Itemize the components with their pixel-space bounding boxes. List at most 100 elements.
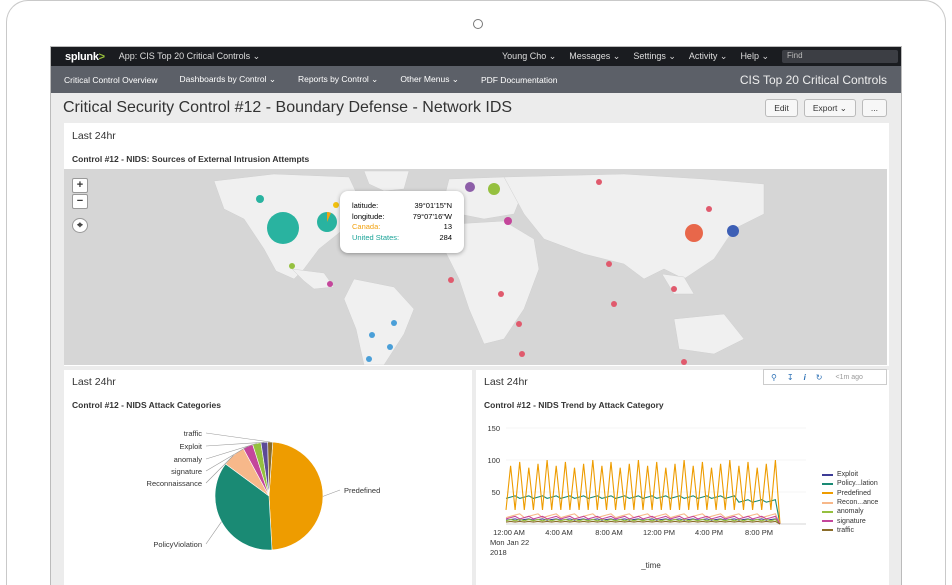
map-marker[interactable] xyxy=(611,301,617,307)
more-button[interactable]: ... xyxy=(861,99,887,117)
tooltip-latitude-value: 39°01'15"N xyxy=(414,201,452,210)
map-marker[interactable] xyxy=(685,224,703,242)
legend-item[interactable]: anomaly xyxy=(822,507,878,516)
map-marker[interactable] xyxy=(465,182,475,192)
map-marker[interactable] xyxy=(327,281,333,287)
map-marker[interactable] xyxy=(256,195,264,203)
map-marker[interactable] xyxy=(366,356,372,362)
map-marker-canada-slice xyxy=(327,212,331,222)
map-marker[interactable] xyxy=(498,291,504,297)
app-nav: Critical Control Overview Dashboards by … xyxy=(51,66,901,93)
last-refresh-time: <1m ago xyxy=(835,373,863,381)
map-marker[interactable] xyxy=(387,344,393,350)
pie-slice-traffic[interactable] xyxy=(267,441,274,497)
pie-leader-line xyxy=(205,443,257,460)
nav-critical-control-overview[interactable]: Critical Control Overview xyxy=(64,74,158,85)
map-marker[interactable] xyxy=(369,332,375,338)
export-button[interactable]: Export ⌄ xyxy=(803,99,856,117)
series-line-predefined[interactable] xyxy=(505,459,781,525)
series-line-signature[interactable] xyxy=(505,515,781,525)
legend-label: traffic xyxy=(837,526,854,534)
legend-swatch xyxy=(822,492,833,495)
world-map[interactable]: + − ⌖ latitude: 39°01'15"N longitude: 79°0… xyxy=(64,169,887,365)
info-icon[interactable]: i xyxy=(803,372,806,382)
pie-leader-line xyxy=(205,446,249,472)
legend-label: Recon...ance xyxy=(837,499,879,507)
map-marker[interactable] xyxy=(681,359,687,365)
zoom-in-button[interactable]: + xyxy=(72,178,88,193)
land-masses xyxy=(213,170,765,365)
search-icon[interactable]: ⚲ xyxy=(771,372,777,382)
tooltip-canada-label: Canada: xyxy=(352,222,381,231)
trend-chart: 50 100 150 12:00 AM 4:00 AM 8:00 AM 12:00 PM 4:… xyxy=(487,424,806,570)
edit-button[interactable]: Edit xyxy=(765,99,798,117)
x-axis-title: _time xyxy=(640,561,661,570)
pie-chart: Predefined PolicyViolation Reconnaissance s… xyxy=(147,429,380,551)
series-line-policy-lation[interactable] xyxy=(505,495,781,525)
pie-label-anomaly: anomaly xyxy=(174,455,203,464)
x-tick-label: 12:00 PM xyxy=(643,528,675,537)
map-marker-us-west[interactable] xyxy=(267,212,299,244)
map-marker[interactable] xyxy=(333,202,339,208)
nav-pdf-documentation[interactable]: PDF Documentation xyxy=(480,74,558,85)
app-menu[interactable]: App: CIS Top 20 Critical Controls ⌄ xyxy=(118,51,261,61)
map-marker[interactable] xyxy=(606,261,612,267)
legend-item[interactable]: Recon...ance xyxy=(822,498,878,507)
tooltip-canada-value: 13 xyxy=(443,222,452,231)
map-marker[interactable] xyxy=(448,277,454,283)
map-marker[interactable] xyxy=(519,351,525,357)
legend-item[interactable]: traffic xyxy=(822,526,878,535)
messages-menu[interactable]: Messages ⌄ xyxy=(569,51,621,61)
pie-label-signature: signature xyxy=(171,467,202,476)
user-menu[interactable]: Young Cho ⌄ xyxy=(502,51,557,61)
legend-item[interactable]: Exploit xyxy=(822,470,878,479)
map-tooltip: latitude: 39°01'15"N longitude: 79°07'16"W… xyxy=(340,191,464,253)
x-tick-label: 4:00 AM xyxy=(545,528,573,537)
locate-icon[interactable]: ⌖ xyxy=(72,218,88,233)
x-tick-label: 12:00 AM xyxy=(493,528,525,537)
map-marker[interactable] xyxy=(516,321,522,327)
series-line-anomaly[interactable] xyxy=(505,518,781,525)
legend-label: Policy...lation xyxy=(837,480,878,488)
legend-item[interactable]: Predefined xyxy=(822,489,878,498)
y-tick-label: 100 xyxy=(487,456,500,465)
splunk-logo[interactable]: splunk> xyxy=(65,50,105,63)
legend-item[interactable]: Policy...lation xyxy=(822,479,878,488)
pie-slice-policyviolation[interactable] xyxy=(214,463,273,551)
map-canvas xyxy=(213,170,765,365)
refresh-icon[interactable]: ↻ xyxy=(815,372,823,382)
find-input[interactable]: Find xyxy=(782,50,898,63)
map-marker[interactable] xyxy=(504,217,512,225)
zoom-out-button[interactable]: − xyxy=(72,194,88,209)
series-line-exploit[interactable] xyxy=(505,518,781,525)
series-line-traffic[interactable] xyxy=(505,520,781,525)
pie-label-reconnaissance: Reconnaissance xyxy=(147,479,202,488)
top-bar: splunk> App: CIS Top 20 Critical Control… xyxy=(51,47,901,66)
map-marker[interactable] xyxy=(488,183,500,195)
pie-slice-predefined[interactable] xyxy=(268,441,324,551)
map-marker[interactable] xyxy=(706,206,712,212)
map-marker[interactable] xyxy=(596,179,602,185)
map-marker[interactable] xyxy=(671,286,677,292)
pie-leader-line xyxy=(205,521,222,545)
legend-label: Exploit xyxy=(837,471,859,479)
help-menu[interactable]: Help ⌄ xyxy=(740,51,769,61)
map-marker[interactable] xyxy=(289,263,295,269)
legend-item[interactable]: signature xyxy=(822,516,878,525)
map-marker[interactable] xyxy=(391,320,397,326)
tooltip-longitude-label: longitude: xyxy=(352,211,385,221)
activity-menu[interactable]: Activity ⌄ xyxy=(688,51,728,61)
download-icon[interactable]: ↧ xyxy=(786,372,794,382)
map-title: Control #12 - NIDS: Sources of External … xyxy=(72,154,310,164)
nav-reports-by-control[interactable]: Reports by Control ⌄ xyxy=(297,74,379,84)
nav-dashboards-by-control[interactable]: Dashboards by Control ⌄ xyxy=(179,74,276,84)
y-tick-label: 150 xyxy=(487,424,500,433)
legend-swatch xyxy=(822,482,833,485)
map-marker[interactable] xyxy=(727,225,739,237)
app-title: CIS Top 20 Critical Controls xyxy=(739,72,887,87)
series-line-recon-ance[interactable] xyxy=(505,513,781,525)
settings-menu[interactable]: Settings ⌄ xyxy=(633,51,676,61)
x-tick-label: 8:00 AM xyxy=(595,528,623,537)
nav-other-menus[interactable]: Other Menus ⌄ xyxy=(400,74,459,84)
x-tick-label: 8:00 PM xyxy=(745,528,773,537)
